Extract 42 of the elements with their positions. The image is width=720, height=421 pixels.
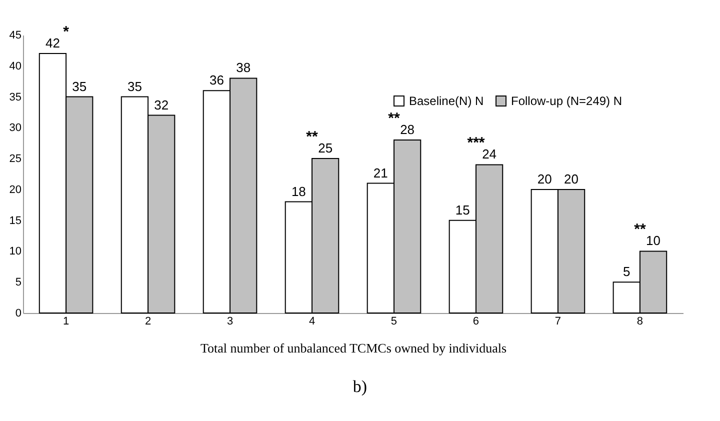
y-tick-label: 0	[15, 308, 22, 320]
data-label: 5	[623, 264, 630, 280]
x-tick-label: 6	[472, 316, 480, 328]
y-tick-label: 35	[9, 91, 22, 104]
legend-label: Follow-up (N=249) N	[511, 94, 622, 108]
y-tick-label: 20	[9, 184, 22, 196]
y-tick-label: 25	[9, 153, 22, 166]
x-axis-title: Total number of unbalanced TCMCs owned by individuals	[200, 340, 507, 356]
data-label: 42	[45, 36, 60, 51]
x-tick-label: 8	[636, 316, 644, 328]
y-tick-label: 15	[9, 214, 22, 227]
y-tick-label: 45	[9, 30, 22, 42]
annotation: **	[634, 221, 646, 238]
y-tick-label: 30	[9, 122, 22, 134]
annotation: **	[306, 128, 318, 146]
annotation: *	[63, 24, 70, 41]
text: b)	[352, 377, 368, 397]
x-tick-label: 4	[308, 316, 316, 328]
x-tick-label: 5	[390, 316, 398, 328]
annotation: **	[388, 110, 400, 128]
data-label: 21	[373, 165, 388, 180]
legend-label: Baseline(N) N	[409, 94, 484, 108]
x-tick-label: 1	[62, 316, 70, 328]
data-label: 35	[72, 78, 87, 94]
x-tick-label: 2	[144, 316, 152, 328]
x-tick-label: 7	[554, 316, 562, 328]
data-label: 20	[564, 171, 579, 186]
data-label: 18	[291, 184, 306, 199]
y-tick-label: 5	[15, 276, 22, 289]
x-tick-label: 3	[226, 316, 234, 328]
data-label: 15	[455, 202, 470, 218]
y-tick-label: 40	[9, 60, 22, 72]
data-label: 32	[154, 97, 169, 112]
data-label: 20	[537, 171, 552, 186]
data-label: 24	[482, 146, 497, 162]
data-label: 10	[646, 233, 661, 248]
data-label: 38	[236, 60, 251, 76]
data-label: 36	[209, 72, 224, 88]
data-label: 28	[400, 122, 415, 138]
data-label: 25	[318, 140, 333, 156]
data-label: 35	[127, 78, 142, 94]
y-tick-label: 10	[9, 246, 22, 258]
